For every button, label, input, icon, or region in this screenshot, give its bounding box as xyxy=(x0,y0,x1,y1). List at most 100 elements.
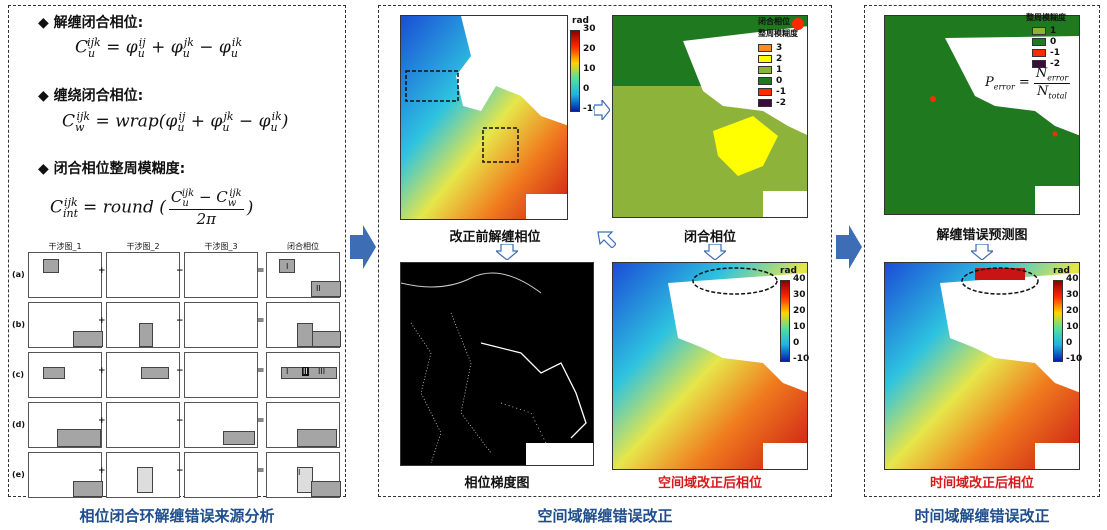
matrix-shape xyxy=(43,367,65,379)
matrix-shape xyxy=(279,259,295,273)
matrix-shape xyxy=(297,429,337,447)
arrow-down-icon xyxy=(971,244,993,260)
legend-label: 3 xyxy=(776,42,783,53)
colorbar-tick: -10 xyxy=(1066,354,1083,364)
map-spatial-corrected xyxy=(612,262,808,470)
unit-temporal: rad xyxy=(1053,266,1070,276)
matrix-cell xyxy=(184,352,258,398)
legend-swatch xyxy=(758,98,772,107)
legend-swatch xyxy=(1032,37,1046,46)
unit-before: rad xyxy=(572,16,589,26)
map-temporal-corrected xyxy=(884,262,1080,470)
col-label-ifg2: 干涉图_2 xyxy=(126,242,160,251)
legend-item: 0 xyxy=(1032,36,1102,47)
roman-label: III xyxy=(318,367,326,376)
op-equals: = xyxy=(257,266,265,276)
mid-panel-title: 空间域解缠错误改正 xyxy=(537,507,673,525)
row-label: (d) xyxy=(12,420,26,429)
row-label: (c) xyxy=(12,370,25,379)
arrow-right-small-icon xyxy=(594,100,610,120)
op-equals: = xyxy=(257,316,265,326)
matrix-shape xyxy=(137,467,153,493)
arrow-down-icon xyxy=(704,244,726,260)
op-plus: + xyxy=(98,416,106,426)
colorbar-tick: 0 xyxy=(1066,338,1073,348)
colorbar-tick: 20 xyxy=(1066,306,1079,316)
colorbar-tick: -10 xyxy=(583,104,600,114)
arrow-right-icon xyxy=(836,225,862,269)
matrix-shape xyxy=(73,481,103,497)
matrix-cell xyxy=(266,402,340,448)
op-plus: + xyxy=(98,366,106,376)
op-minus: − xyxy=(176,266,184,276)
roman-label: II xyxy=(316,284,321,293)
colorbar-tick: -10 xyxy=(793,354,810,364)
matrix-shape xyxy=(281,367,337,379)
roman-label: II xyxy=(302,367,309,376)
legend-prediction: 整周模糊度 1 0 -1 -2 xyxy=(1026,12,1102,69)
heading-unwrapped-closure: ◆ 解缠闭合相位: xyxy=(38,15,144,31)
legend-item: 0 xyxy=(758,75,810,86)
colorbar-tick: 10 xyxy=(583,64,596,74)
legend-label: -1 xyxy=(776,86,786,97)
op-equals: = xyxy=(257,366,265,376)
legend-swatch xyxy=(1032,59,1046,68)
matrix-shape xyxy=(73,331,103,347)
right-panel xyxy=(864,5,1100,497)
legend-label: -1 xyxy=(1050,47,1060,58)
matrix-cell xyxy=(266,452,341,498)
matrix-shape xyxy=(311,331,341,347)
heading-wrapped-closure: ◆ 缠绕闭合相位: xyxy=(38,88,144,104)
matrix-cell xyxy=(28,452,103,498)
arrow-right-icon xyxy=(350,225,376,269)
legend-swatch xyxy=(758,65,772,74)
matrix-cell xyxy=(184,302,258,348)
matrix-cell xyxy=(106,402,180,448)
matrix-cell xyxy=(184,252,258,298)
legend-swatch xyxy=(758,87,772,96)
legend-closure: 闭合相位 整周模糊度 3 2 1 0 -1 -2 xyxy=(758,16,810,108)
arrow-diag-icon xyxy=(597,231,616,248)
matrix-cell xyxy=(266,252,341,298)
legend-label: 2 xyxy=(776,53,783,64)
unit-spatial: rad xyxy=(780,266,797,276)
legend-swatch xyxy=(758,43,772,52)
roman-label: I xyxy=(286,367,289,376)
legend-item: -1 xyxy=(1032,47,1102,58)
colorbar-tick: 40 xyxy=(1066,274,1079,284)
matrix-shape xyxy=(139,323,153,347)
matrix-shape xyxy=(141,367,169,379)
legend-swatch xyxy=(1032,26,1046,35)
map-closure-phase xyxy=(612,15,808,218)
arrow-down-icon xyxy=(496,244,518,260)
matrix-cell xyxy=(106,252,180,298)
matrix-shape xyxy=(297,467,313,493)
caption-prediction: 解缠错误预测图 xyxy=(936,228,1028,243)
matrix-cell xyxy=(106,452,180,498)
colorbar-spatial xyxy=(780,280,790,362)
op-plus: + xyxy=(98,466,106,476)
colorbar-tick: 30 xyxy=(793,290,806,300)
formula-wrapped-closure: Cwijk = wrap(φuij + φujk − φuik) xyxy=(62,110,289,135)
matrix-cell xyxy=(28,302,103,348)
matrix-shape xyxy=(311,281,341,297)
colorbar-tick: 40 xyxy=(793,274,806,284)
legend-item: 3 xyxy=(758,42,810,53)
legend-item: -2 xyxy=(1032,58,1102,69)
row-label: (e) xyxy=(12,470,25,479)
legend-swatch xyxy=(758,76,772,85)
legend-label: 1 xyxy=(1050,25,1057,36)
legend-prediction-title: 整周模糊度 xyxy=(1026,13,1066,22)
matrix-cell xyxy=(28,402,102,448)
col-label-closure: 闭合相位 xyxy=(287,242,319,251)
colorbar-tick: 0 xyxy=(583,84,590,94)
matrix-cell xyxy=(28,252,102,298)
legend-item: 2 xyxy=(758,53,810,64)
colorbar-tick: 10 xyxy=(793,322,806,332)
right-panel-title: 时间域解缠错误改正 xyxy=(914,507,1050,525)
colorbar-tick: 30 xyxy=(1066,290,1079,300)
row-label: (a) xyxy=(12,270,25,279)
caption-closure: 闭合相位 xyxy=(683,230,736,245)
matrix-shape xyxy=(43,259,59,273)
legend-item: -2 xyxy=(758,97,810,108)
